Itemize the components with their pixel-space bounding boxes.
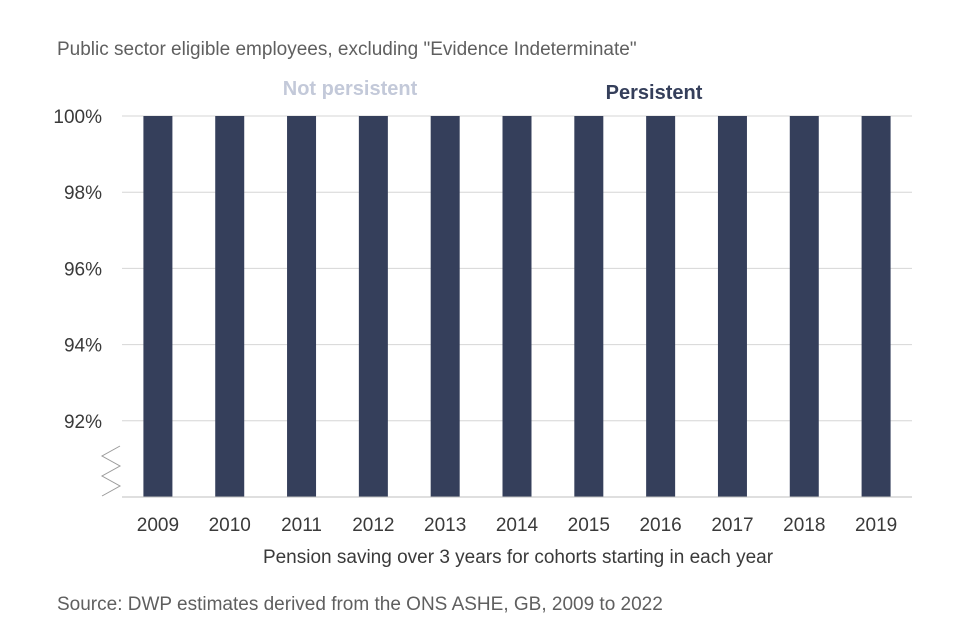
x-tick-label: 2011 [281, 515, 322, 536]
x-tick-label: 2018 [783, 515, 825, 536]
x-tick-label: 2012 [352, 515, 394, 536]
x-tick-label: 2009 [137, 515, 179, 536]
bar-persistent-2015 [574, 116, 604, 497]
bar-persistent-2012 [358, 116, 388, 497]
y-tick-label: 98% [64, 183, 102, 204]
bar-persistent-2011 [287, 116, 317, 497]
x-tick-label: 2014 [496, 515, 539, 536]
bar-persistent-2016 [646, 116, 676, 497]
x-tick-label: 2016 [639, 515, 681, 536]
y-tick-label: 96% [64, 259, 102, 280]
bar-persistent-2018 [789, 116, 819, 497]
x-tick-label: 2019 [855, 515, 897, 536]
bar-persistent-2009 [143, 116, 173, 497]
x-tick-label: 2017 [711, 515, 753, 536]
y-tick-label: 94% [64, 336, 102, 357]
bars [143, 116, 891, 497]
x-axis-ticks: 2009 2010 2011 2012 2013 2014 2015 2016 2017 2018… [137, 515, 897, 536]
bar-persistent-2010 [215, 116, 245, 497]
bar-persistent-2013 [430, 116, 460, 497]
y-axis-ticks: 92% 94% 96% 98% 100% [53, 107, 102, 433]
chart-subtitle: Public sector eligible employees, exclud… [57, 39, 637, 60]
source-note: Source: DWP estimates derived from the O… [57, 594, 663, 615]
legend: Not persistent Persistent [283, 78, 703, 104]
axis-break-icon [100, 445, 122, 497]
legend-label-persistent: Persistent [606, 82, 703, 104]
y-tick-label: 100% [53, 107, 102, 128]
x-tick-label: 2015 [568, 515, 610, 536]
legend-label-not-persistent: Not persistent [283, 78, 418, 100]
bar-persistent-2019 [861, 116, 891, 497]
x-axis-title: Pension saving over 3 years for cohorts … [263, 547, 774, 568]
axis-break-zigzag [100, 445, 122, 497]
x-tick-label: 2010 [209, 515, 251, 536]
bar-persistent-2017 [717, 116, 747, 497]
x-tick-label: 2013 [424, 515, 466, 536]
bar-persistent-2014 [502, 116, 532, 497]
y-tick-label: 92% [64, 412, 102, 433]
